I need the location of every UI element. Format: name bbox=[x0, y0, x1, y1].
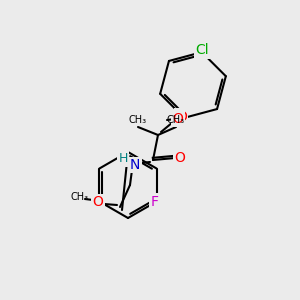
Text: CH₃: CH₃ bbox=[129, 115, 147, 125]
Text: O: O bbox=[172, 112, 183, 126]
Text: O: O bbox=[176, 110, 187, 124]
Text: H: H bbox=[118, 152, 128, 166]
Text: O: O bbox=[175, 151, 185, 165]
Text: O: O bbox=[93, 195, 104, 209]
Text: F: F bbox=[151, 194, 159, 208]
Text: CH₃: CH₃ bbox=[71, 192, 89, 202]
Text: Cl: Cl bbox=[195, 43, 208, 57]
Text: N: N bbox=[130, 158, 140, 172]
Text: CH₃: CH₃ bbox=[167, 115, 185, 125]
